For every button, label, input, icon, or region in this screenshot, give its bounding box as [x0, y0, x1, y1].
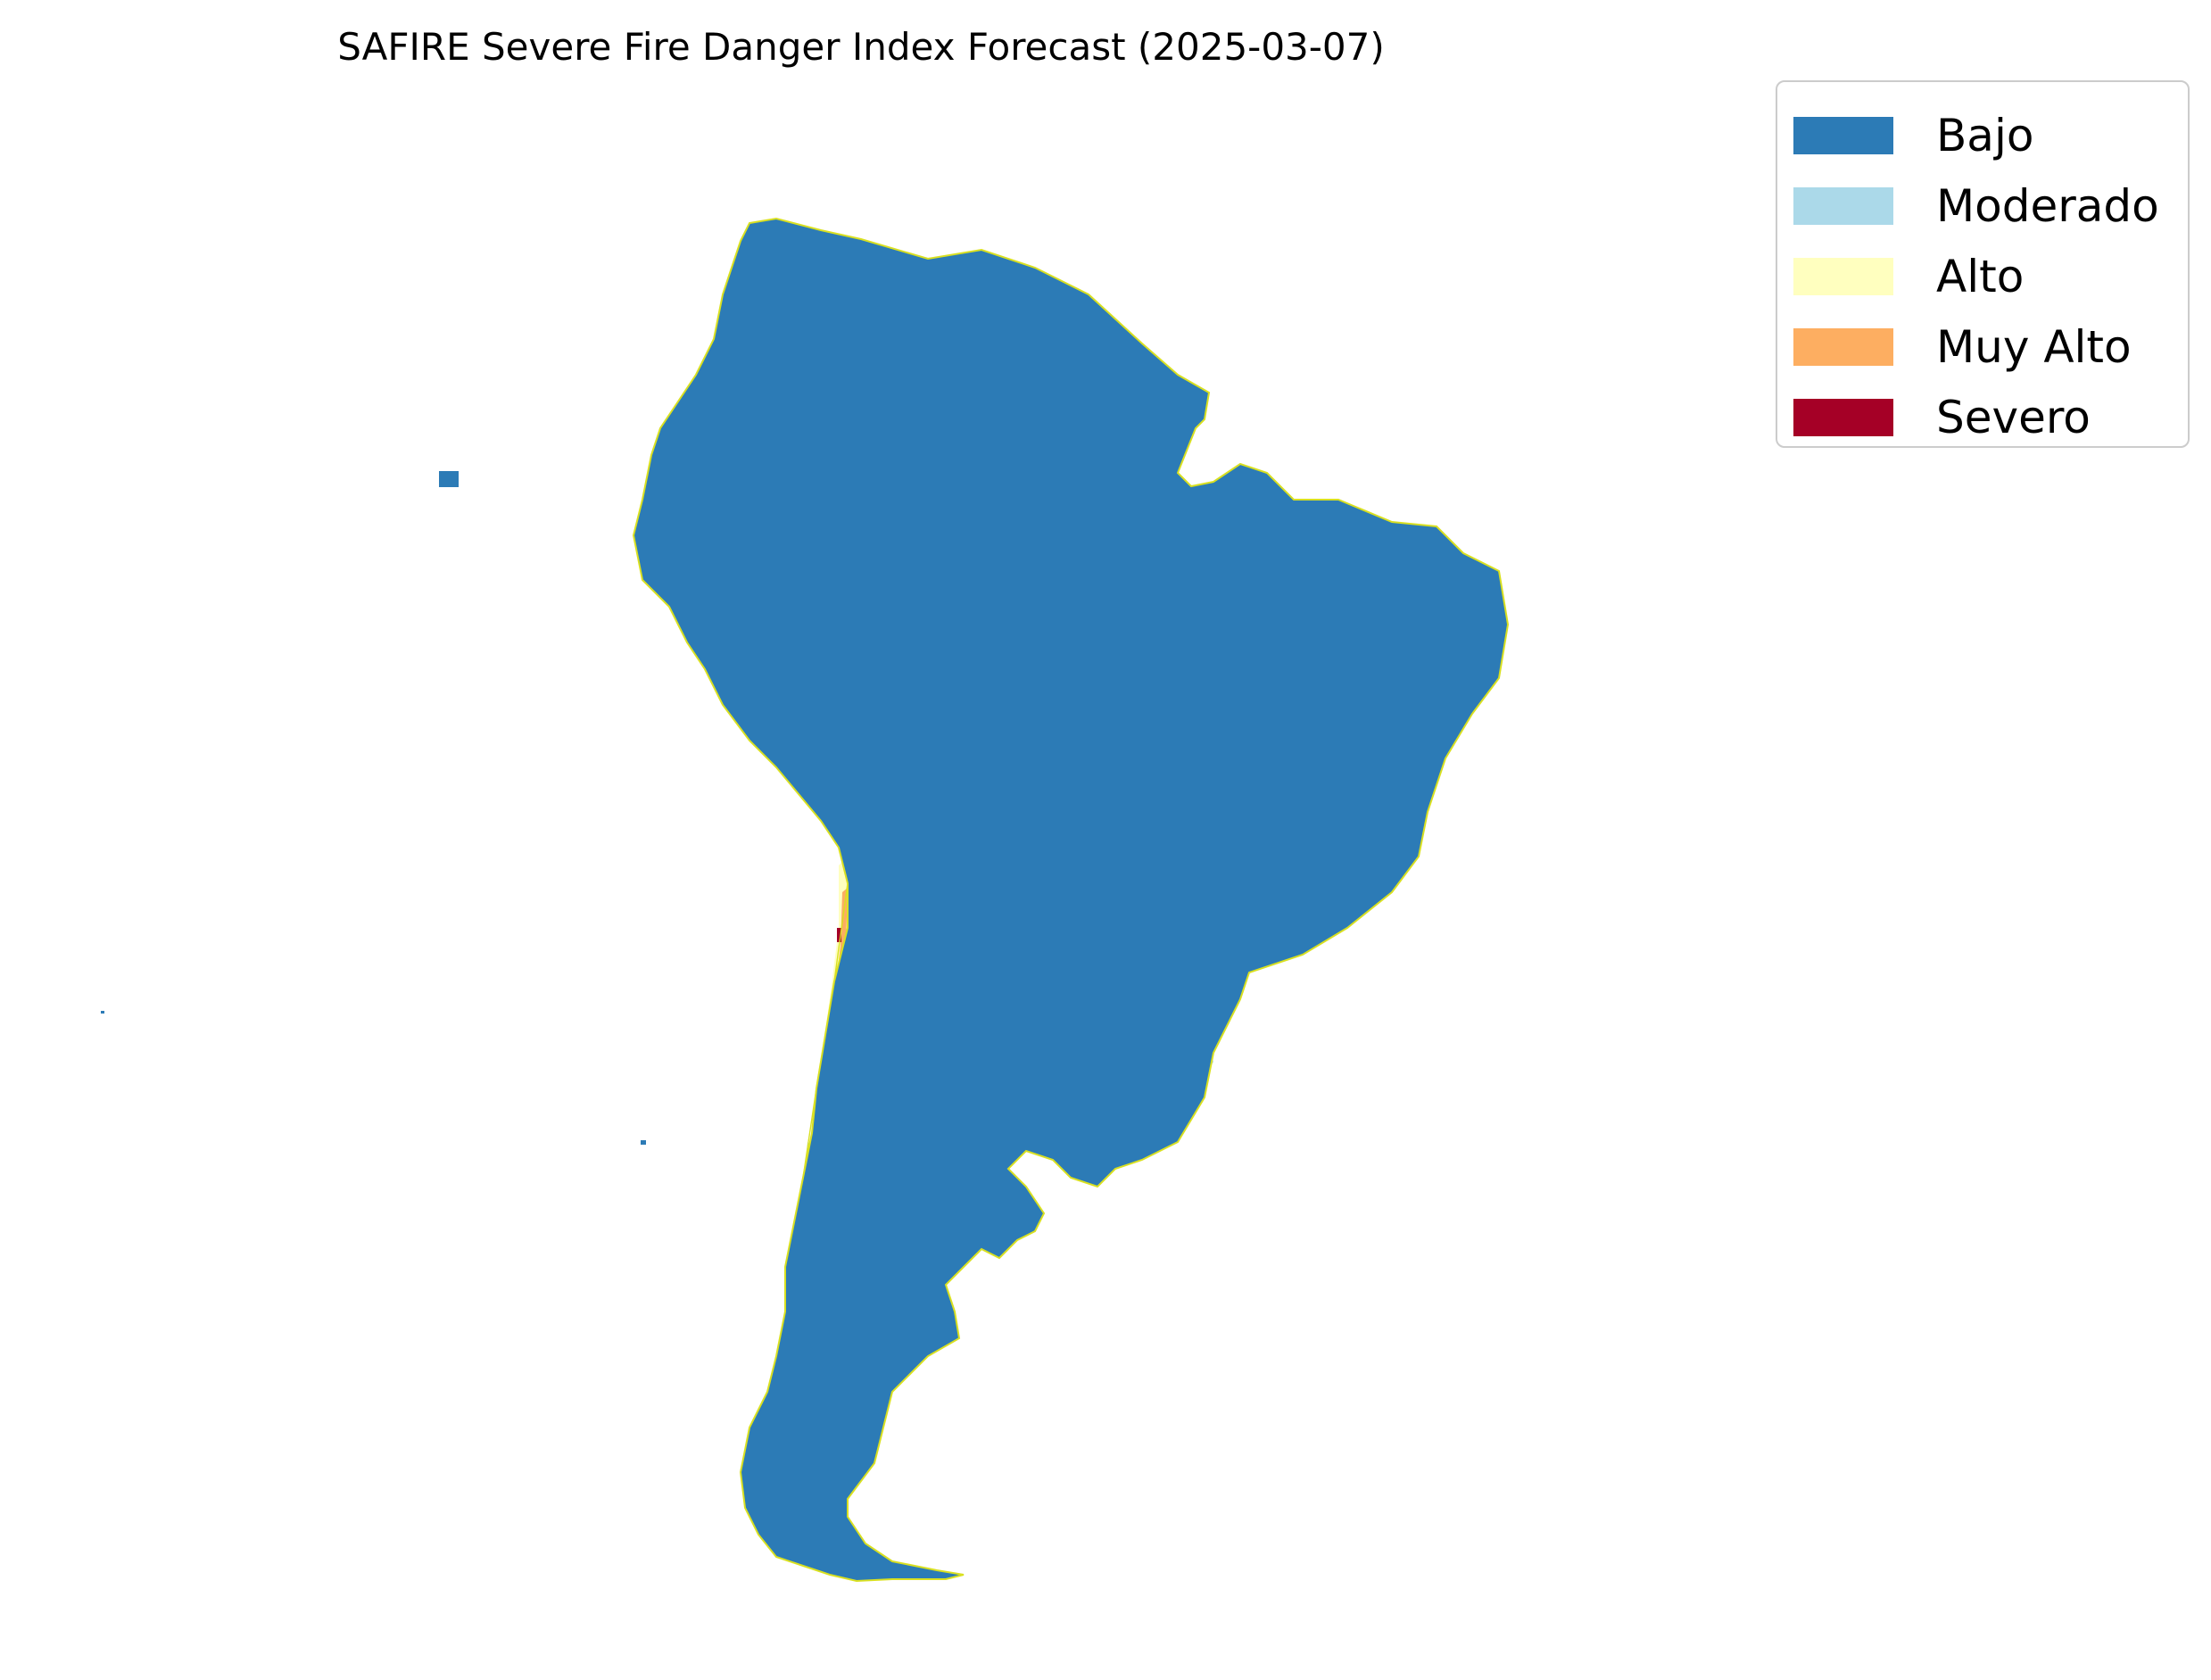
island [641, 1140, 646, 1145]
map-title: SAFIRE Severe Fire Danger Index Forecast… [337, 25, 1385, 69]
island [439, 471, 459, 487]
legend-swatch-alto [1793, 257, 1893, 295]
legend-item-muy-alto: Muy Alto [1793, 311, 2188, 382]
offshore-islands [101, 471, 646, 1145]
legend-item-moderado: Moderado [1793, 170, 2188, 241]
hotspot-zone [837, 928, 841, 942]
legend-label: Muy Alto [1936, 320, 2132, 373]
legend-item-alto: Alto [1793, 241, 2188, 311]
legend-swatch-moderado [1793, 186, 1893, 225]
legend-item-severo: Severo [1793, 382, 2188, 452]
legend-swatch-muy-alto [1793, 327, 1893, 366]
legend-label: Bajo [1936, 109, 2034, 161]
legend-label: Moderado [1936, 179, 2159, 232]
legend-item-bajo: Bajo [1793, 100, 2188, 170]
legend-swatch-bajo [1793, 116, 1893, 154]
island [101, 1011, 104, 1014]
fire-danger-map [101, 218, 1509, 1582]
legend-label: Alto [1936, 250, 2025, 302]
legend: Bajo Moderado Alto Muy Alto Severo [1776, 80, 2190, 448]
legend-swatch-severo [1793, 398, 1893, 436]
legend-label: Severo [1936, 391, 2091, 443]
